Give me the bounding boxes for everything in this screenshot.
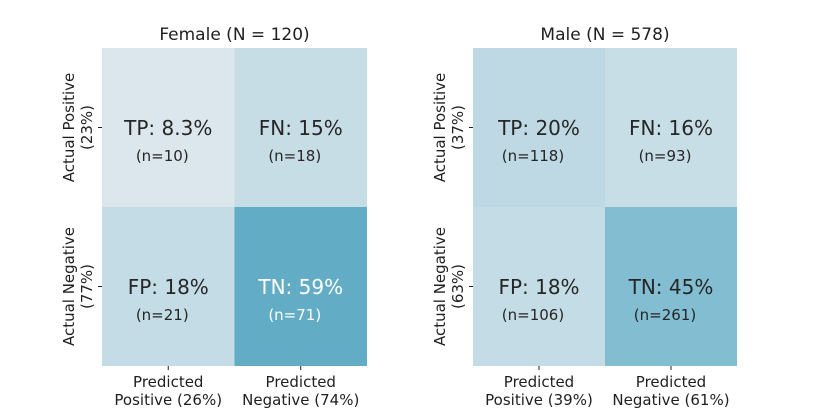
male-cell-label-fn: FN: 16%	[629, 116, 713, 140]
female-cell-count-fp: (n=21)	[136, 306, 189, 324]
male-cell-count-fn: (n=93)	[639, 147, 692, 165]
female-col-label-predicted-positive: Predicted Positive (26%)	[114, 373, 222, 409]
female-cell-label-tn: TN: 59%	[257, 275, 343, 299]
female-cell-label-fn: FN: 15%	[259, 116, 343, 140]
male-cell-tp	[473, 48, 605, 207]
male-cell-tn	[605, 207, 737, 366]
male-cell-label-fp: FP: 18%	[498, 275, 579, 299]
female-cell-tn	[234, 207, 367, 366]
male-cell-label-tn: TN: 45%	[628, 275, 714, 299]
male-row-label-actual-positive: Actual Positive(37%)	[431, 73, 467, 183]
female-cell-fn	[234, 48, 367, 207]
female-cell-label-fp: FP: 18%	[128, 275, 209, 299]
female-cell-count-tn: (n=71)	[268, 306, 321, 324]
male-cell-fn	[605, 48, 737, 207]
female-col-label-predicted-negative: Predicted Negative (74%)	[242, 373, 359, 409]
female-cell-fp	[102, 207, 235, 366]
male-cell-label-tp: TP: 20%	[497, 116, 580, 140]
female-cell-label-tp: TP: 8.3%	[123, 116, 212, 140]
female-cell-count-tp: (n=10)	[136, 147, 189, 165]
female-row-label-actual-negative: Actual Negative(77%)	[60, 227, 96, 346]
female-cell-count-fn: (n=18)	[268, 147, 321, 165]
male-row-label-actual-negative: Actual Negative(63%)	[431, 227, 467, 346]
male-cell-fp	[473, 207, 605, 366]
female-row-label-actual-positive: Actual Positive(23%)	[60, 73, 96, 183]
male-col-label-predicted-negative: Predicted Negative (61%)	[612, 373, 729, 409]
male-panel-title: Male (N = 578)	[540, 25, 669, 45]
female-cell-tp	[102, 48, 235, 207]
male-cell-count-tn: (n=261)	[634, 306, 696, 324]
male-cell-count-fp: (n=106)	[502, 306, 564, 324]
male-col-label-predicted-positive: Predicted Positive (39%)	[485, 373, 593, 409]
female-panel-title: Female (N = 120)	[159, 25, 309, 45]
male-cell-count-tp: (n=118)	[502, 147, 564, 165]
